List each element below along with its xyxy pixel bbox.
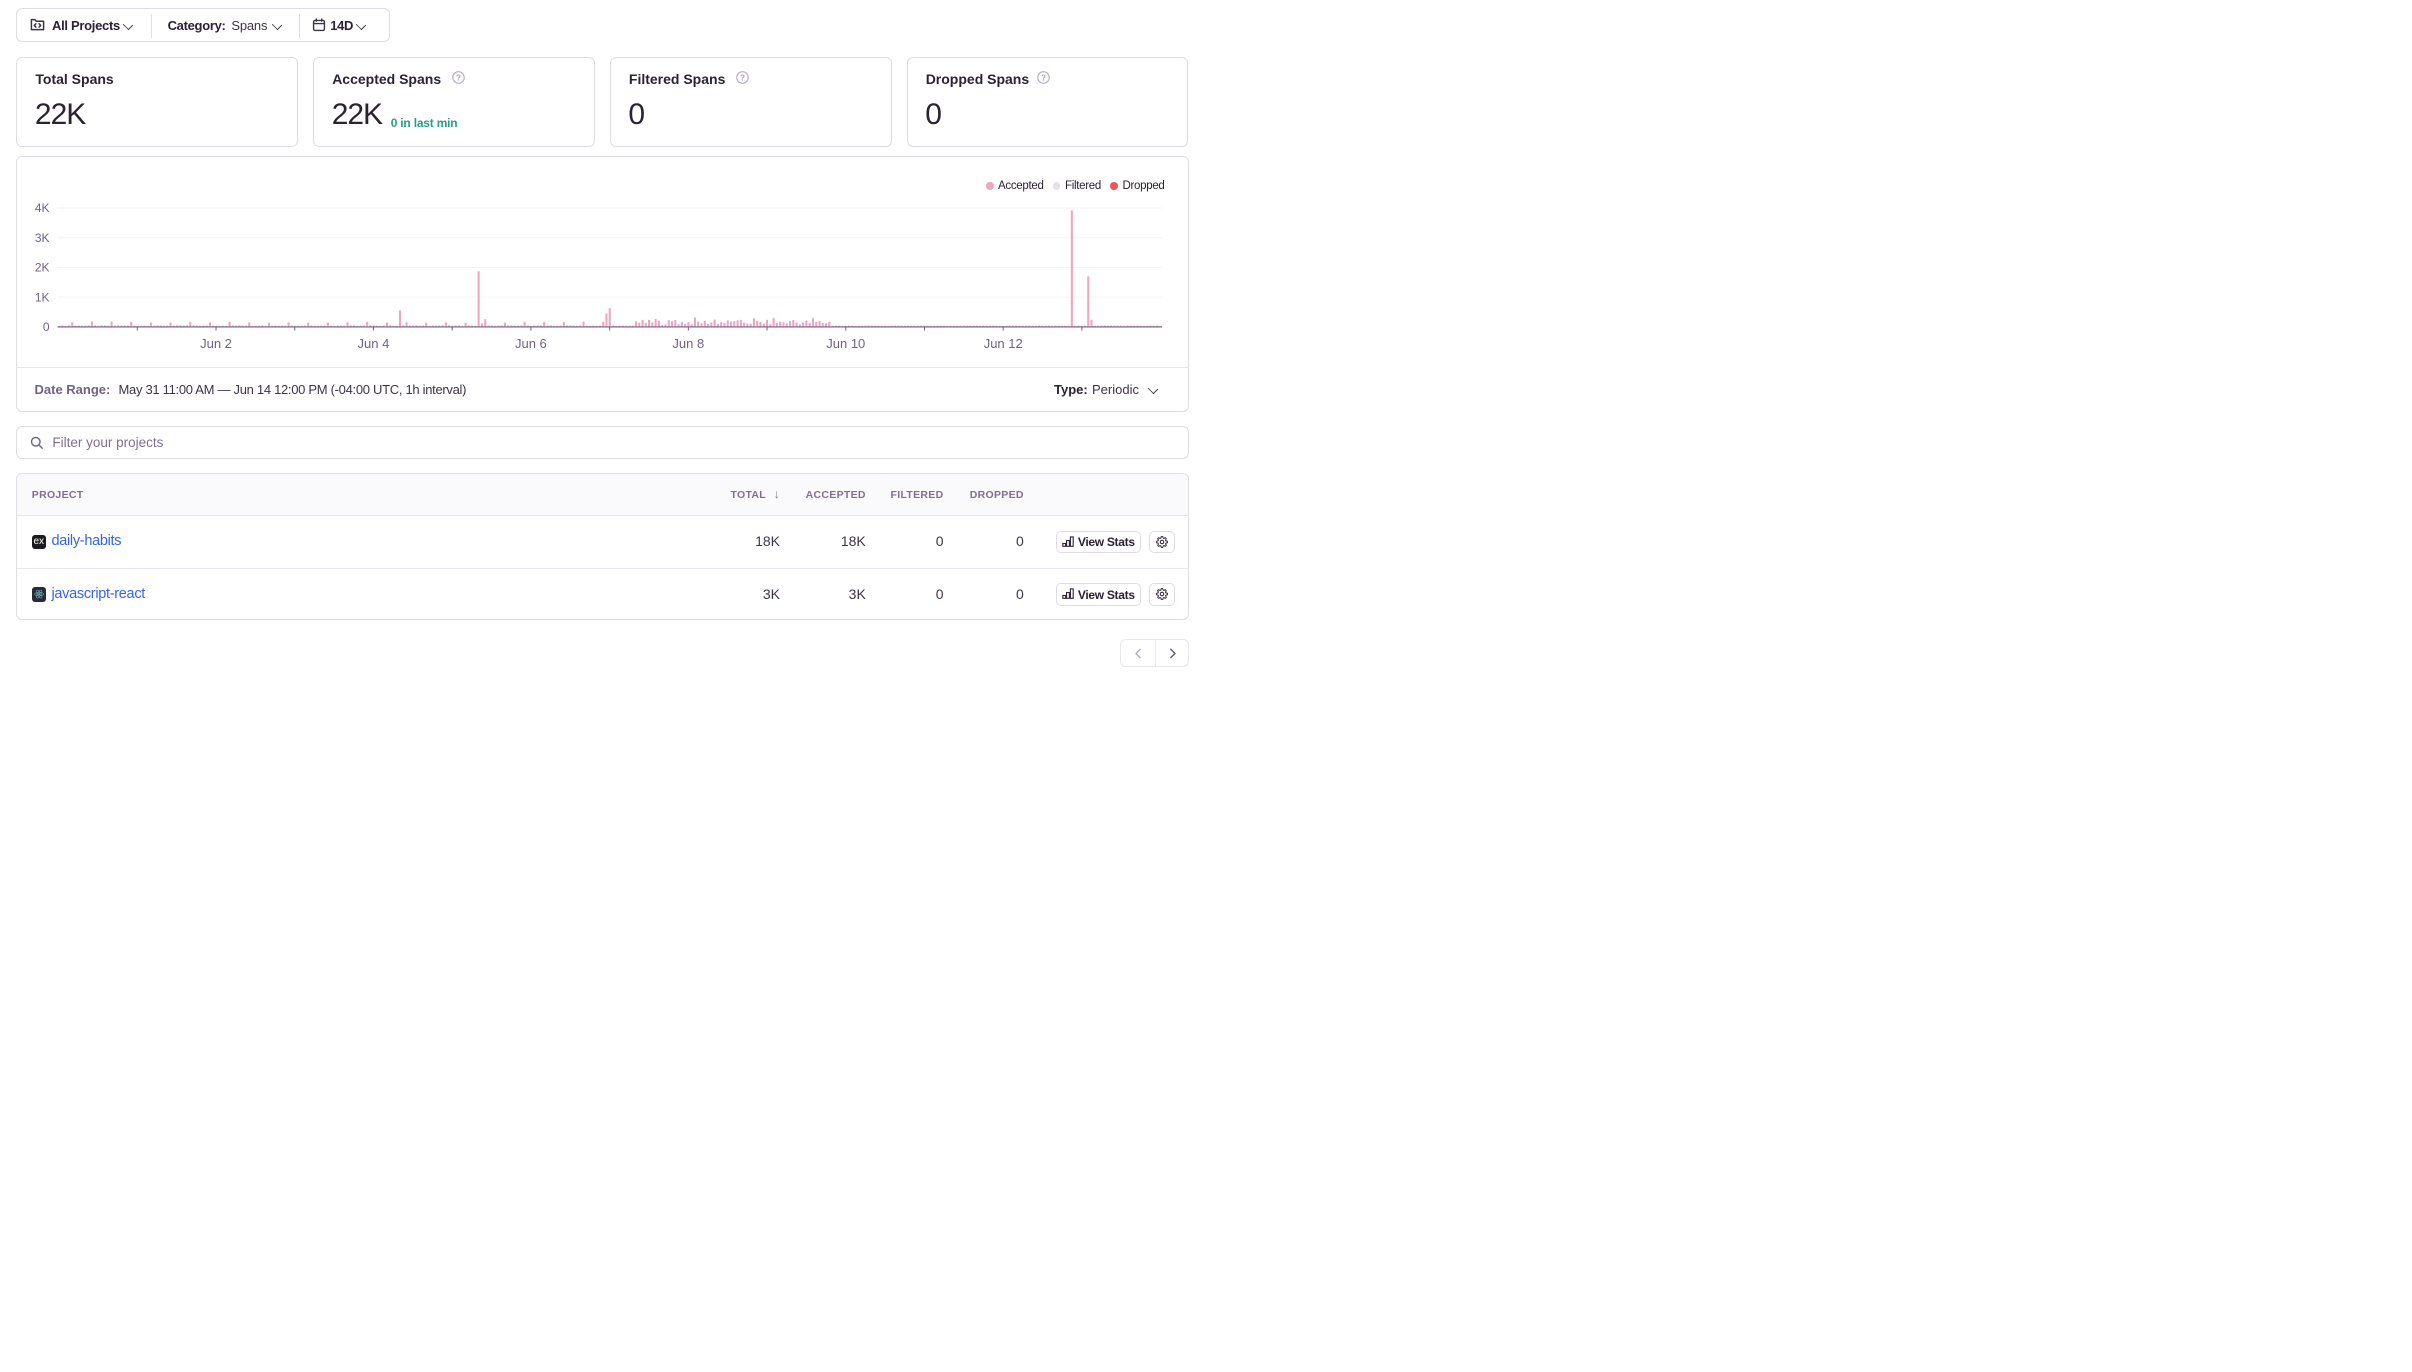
svg-text:4K: 4K <box>35 201 50 215</box>
svg-text:?: ? <box>740 73 745 82</box>
svg-text:?: ? <box>456 73 461 82</box>
svg-text:Jun 6: Jun 6 <box>515 336 547 351</box>
svg-text:3K: 3K <box>35 231 50 245</box>
svg-text:Jun 2: Jun 2 <box>200 336 232 351</box>
svg-text:1K: 1K <box>35 290 50 304</box>
svg-text:Jun 10: Jun 10 <box>826 336 865 351</box>
svg-text:0: 0 <box>43 320 50 334</box>
svg-text:?: ? <box>1041 73 1046 82</box>
svg-text:Jun 8: Jun 8 <box>672 336 704 351</box>
svg-text:Jun 12: Jun 12 <box>984 336 1023 351</box>
svg-text:Jun 4: Jun 4 <box>358 336 390 351</box>
svg-text:2K: 2K <box>35 261 50 275</box>
